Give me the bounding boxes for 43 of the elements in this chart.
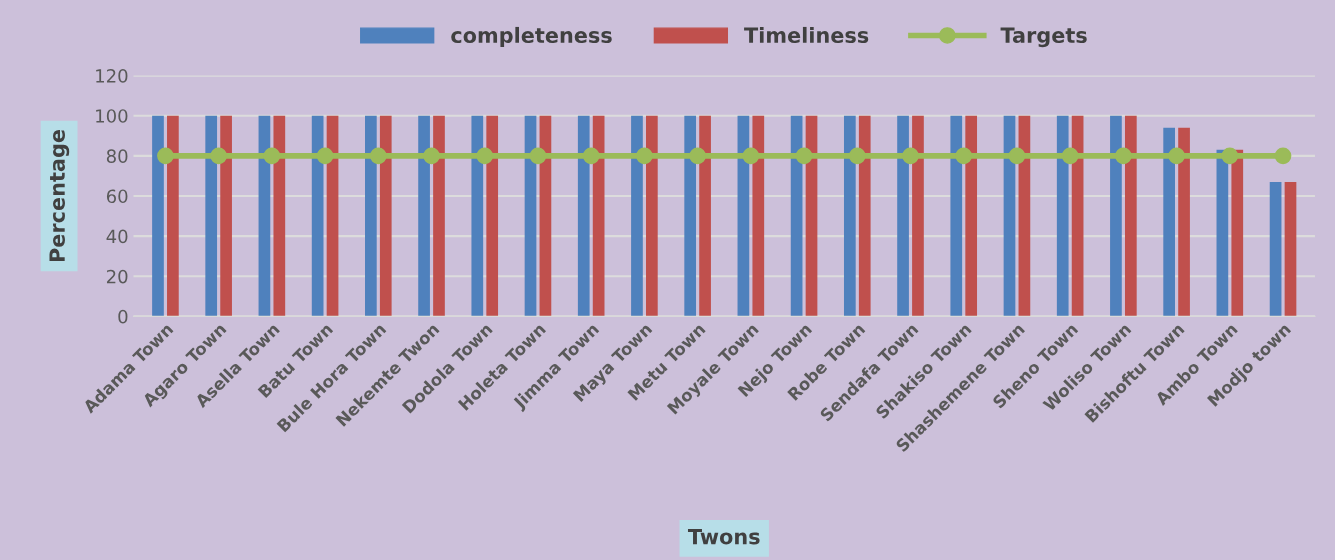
bar	[379, 115, 392, 317]
bar	[1231, 149, 1244, 317]
legend-label: Timeliness	[744, 26, 869, 44]
bar	[950, 115, 963, 317]
bar	[1056, 115, 1069, 317]
x-axis-title: Twons	[687, 528, 760, 545]
bar	[699, 115, 711, 317]
bar	[965, 115, 978, 317]
bar	[365, 115, 377, 317]
y-tick-label: 20	[106, 269, 128, 284]
y-tick-label: 80	[106, 149, 128, 163]
y-tick-label: 120	[96, 69, 128, 83]
legend-label: completeness	[451, 26, 612, 48]
bar	[471, 115, 484, 317]
y-tick-label: 0	[118, 309, 128, 324]
bar	[912, 115, 924, 317]
bar	[486, 115, 499, 317]
y-tick-label: 100	[96, 109, 128, 123]
bar	[220, 115, 232, 317]
y-tick-label: 60	[106, 189, 128, 204]
y-tick-label: 40	[106, 229, 128, 244]
y-axis-title: Percentage	[49, 129, 70, 262]
bar	[631, 115, 643, 317]
bar	[1269, 181, 1282, 317]
bar	[1178, 127, 1190, 317]
bar	[167, 115, 179, 317]
bar	[418, 115, 430, 317]
bar	[1124, 115, 1137, 317]
bar	[433, 115, 445, 317]
bar	[843, 115, 856, 317]
bar	[152, 115, 164, 317]
bar	[897, 115, 909, 317]
bar	[858, 115, 871, 317]
bar	[1110, 115, 1122, 317]
bar	[273, 115, 286, 317]
bar	[1163, 127, 1176, 317]
bar	[684, 115, 697, 317]
bar	[205, 115, 218, 317]
legend-label: Targets	[1000, 27, 1087, 48]
bar	[752, 115, 765, 317]
bar	[577, 115, 590, 317]
bar	[646, 115, 658, 317]
bar	[1284, 181, 1297, 317]
